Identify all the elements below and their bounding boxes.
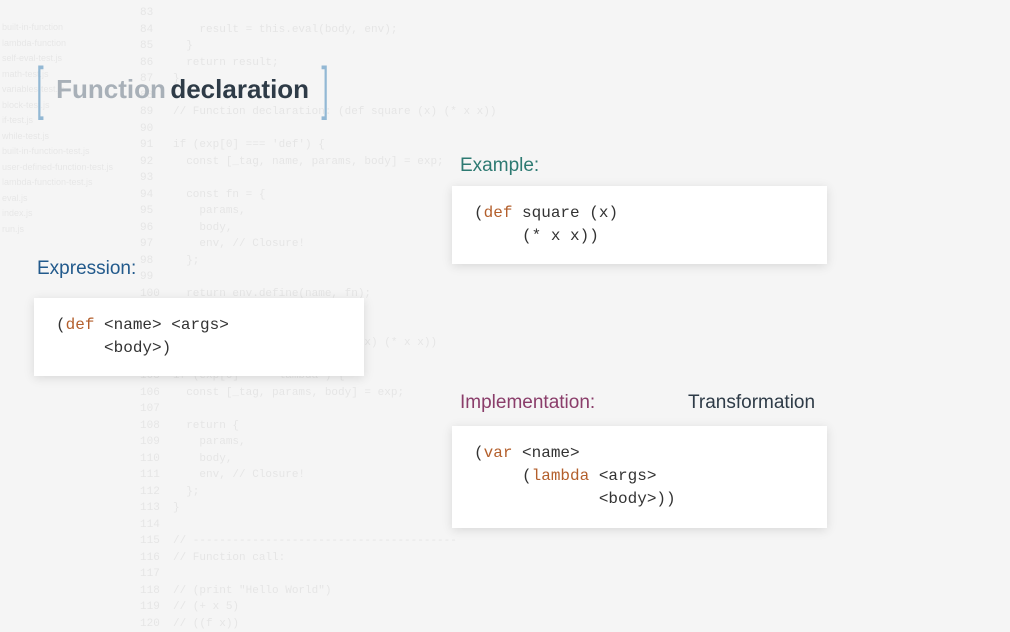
- code-text: <name> <args>: [94, 316, 228, 334]
- code-text: <args>: [589, 467, 656, 485]
- code-keyword-def: def: [66, 316, 95, 334]
- code-keyword-lambda: lambda: [532, 467, 590, 485]
- code-card-example: (def square (x) (* x x)): [452, 186, 827, 264]
- code-text: <body>)): [474, 490, 676, 508]
- label-expression: Expression:: [37, 258, 136, 280]
- code-keyword-var: var: [484, 444, 513, 462]
- code-text: <name>: [512, 444, 579, 462]
- title-word-light: Function: [56, 74, 166, 104]
- code-text: (: [56, 316, 66, 334]
- code-card-implementation: (var <name> (lambda <args> <body>)): [452, 426, 827, 528]
- title-word-dark: declaration: [170, 74, 309, 104]
- label-transformation: Transformation: [688, 392, 815, 414]
- code-text: <body>): [56, 339, 171, 357]
- label-implementation: Implementation:: [460, 392, 595, 414]
- right-bracket-icon: ]: [321, 60, 328, 118]
- code-text: (: [474, 444, 484, 462]
- label-example: Example:: [460, 155, 539, 177]
- code-text: (* x x)): [474, 227, 599, 245]
- left-bracket-icon: [: [36, 60, 43, 118]
- code-text: square (x): [512, 204, 618, 222]
- page-title: [ Function declaration ]: [32, 60, 333, 118]
- code-keyword-def: def: [484, 204, 513, 222]
- code-card-expression: (def <name> <args> <body>): [34, 298, 364, 376]
- code-text: (: [474, 467, 532, 485]
- code-text: (: [474, 204, 484, 222]
